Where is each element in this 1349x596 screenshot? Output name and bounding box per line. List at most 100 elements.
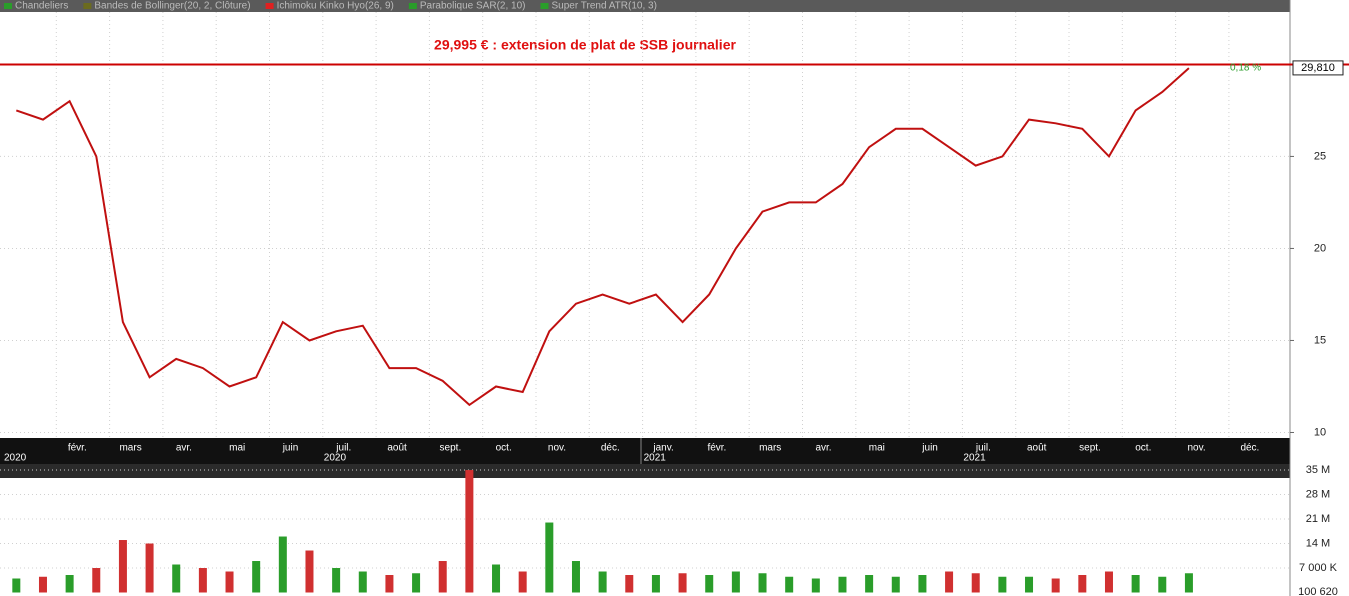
x-tick-label: sept. (440, 443, 462, 454)
x-tick-label: avr. (176, 443, 192, 454)
volume-bar (678, 573, 687, 593)
change-label: 0,18 % (1230, 63, 1261, 74)
volume-bar (811, 578, 820, 593)
volume-bar (998, 576, 1007, 593)
x-tick-label: juin (921, 443, 938, 454)
volume-bar (358, 571, 367, 593)
volume-bar (731, 571, 740, 593)
x-tick-label: juil. (975, 443, 991, 454)
volume-bar (1025, 576, 1034, 593)
volume-bar (92, 568, 101, 593)
legend-swatch (408, 3, 417, 9)
volume-bar (65, 575, 74, 593)
x-tick-label: août (387, 443, 407, 454)
date-axis-bar (0, 438, 1290, 464)
legend-swatch (265, 3, 274, 9)
x-tick-label: mai (869, 443, 885, 454)
volume-bar (252, 561, 261, 593)
legend-swatch (4, 3, 12, 9)
year-label: 2021 (644, 453, 667, 464)
x-tick-label: juil. (335, 443, 351, 454)
volume-tick-label: 28 M (1306, 488, 1330, 500)
volume-bar (1158, 576, 1167, 593)
x-tick-label: avr. (815, 443, 831, 454)
x-tick-label: févr. (68, 443, 87, 454)
year-label: 2020 (4, 453, 27, 464)
volume-bar (518, 571, 527, 593)
volume-bar (12, 578, 21, 593)
y-tick-label: 15 (1314, 334, 1326, 346)
x-tick-label: déc. (1240, 443, 1259, 454)
x-tick-label: nov. (1188, 443, 1206, 454)
volume-bar (145, 543, 154, 593)
x-tick-label: sept. (1079, 443, 1101, 454)
volume-bar (385, 575, 394, 593)
x-tick-label: oct. (1135, 443, 1151, 454)
volume-bar (198, 568, 207, 593)
volume-bar (38, 576, 47, 593)
volume-bar (1078, 575, 1087, 593)
x-tick-label: juin (282, 443, 299, 454)
volume-header (0, 464, 1290, 478)
volume-bar (1184, 573, 1193, 593)
y-tick-label: 25 (1314, 150, 1326, 162)
volume-bar (1051, 578, 1060, 593)
volume-bar (465, 470, 474, 593)
volume-bar (838, 576, 847, 593)
volume-bar (705, 575, 714, 593)
volume-last-label: 100 620 (1298, 586, 1338, 596)
volume-tick-label: 35 M (1306, 464, 1330, 476)
x-tick-label: mars (119, 443, 141, 454)
volume-bar (971, 573, 980, 593)
legend-swatch (540, 3, 549, 9)
annotation: 29,995 € : extension de plat de SSB jour… (434, 37, 736, 53)
legend-swatch (83, 3, 92, 9)
volume-bar (598, 571, 607, 593)
volume-bar (438, 561, 447, 593)
x-tick-label: déc. (601, 443, 620, 454)
legend-label: Parabolique SAR(2, 10) (420, 1, 526, 12)
x-tick-label: oct. (496, 443, 512, 454)
x-tick-label: nov. (548, 443, 566, 454)
y-tick-label: 10 (1314, 426, 1326, 438)
volume-tick-label: 7 000 K (1299, 562, 1338, 574)
volume-bar (945, 571, 954, 593)
x-tick-label: févr. (707, 443, 726, 454)
legend-bar (0, 0, 1290, 12)
volume-bar (651, 575, 660, 593)
volume-bar (758, 573, 767, 593)
volume-bar (332, 568, 341, 593)
volume-bar (918, 575, 927, 593)
x-tick-label: août (1027, 443, 1047, 454)
volume-bar (1131, 575, 1140, 593)
volume-tick-label: 14 M (1306, 537, 1330, 549)
year-label: 2021 (963, 453, 986, 464)
x-tick-label: janv. (652, 443, 673, 454)
volume-bar (785, 576, 794, 593)
volume-bar (118, 540, 127, 593)
volume-bar (412, 573, 421, 593)
volume-tick-label: 21 M (1306, 513, 1330, 525)
volume-bar (571, 561, 580, 593)
volume-bar (891, 576, 900, 593)
price-line (15, 67, 1190, 407)
volume-bar (545, 522, 554, 593)
volume-bar (492, 564, 501, 593)
last-price-box (1292, 60, 1344, 76)
volume-bar (305, 550, 314, 593)
legend-label: Ichimoku Kinko Hyo(26, 9) (277, 1, 394, 12)
y-tick-label: 20 (1314, 242, 1326, 254)
volume-bar (278, 536, 287, 593)
x-tick-label: mars (759, 443, 781, 454)
legend-label: Bandes de Bollinger(20, 2, Clôture) (94, 1, 250, 12)
volume-bar (225, 571, 234, 593)
legend-label: Super Trend ATR(10, 3) (551, 1, 656, 12)
volume-bar (1104, 571, 1113, 593)
volume-bar (865, 575, 874, 593)
volume-bar (625, 575, 634, 593)
year-label: 2020 (324, 453, 347, 464)
last-price-label: 29,810 (1301, 62, 1335, 74)
legend-label: Chandeliers (15, 1, 68, 12)
